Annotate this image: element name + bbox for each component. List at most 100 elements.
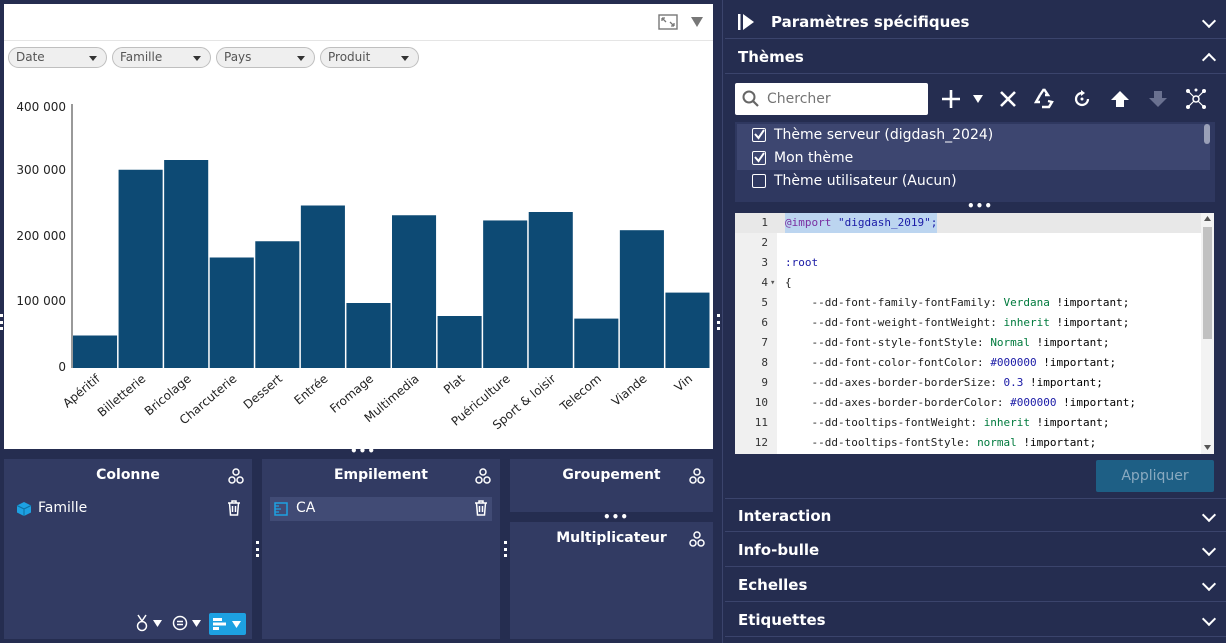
chart-menu-caret-icon[interactable] <box>690 16 704 28</box>
scroll-down-icon[interactable] <box>1204 445 1211 450</box>
line-number: 3 <box>761 256 768 269</box>
section-label: Info-bulle <box>738 541 820 559</box>
filter-produit[interactable]: Produit <box>320 47 419 68</box>
vertical-splitter-handle-right[interactable] <box>717 314 720 330</box>
filter-famille[interactable]: Famille <box>112 47 211 68</box>
apply-button[interactable]: Appliquer <box>1096 460 1214 492</box>
bar-7[interactable] <box>392 215 437 368</box>
recycle-icon[interactable] <box>1033 87 1055 109</box>
horizontal-splitter-handle[interactable]: ••• <box>603 510 630 524</box>
section-etiquettes[interactable]: Etiquettes <box>725 603 1226 637</box>
scroll-up-icon[interactable] <box>1204 216 1211 221</box>
refresh-icon[interactable] <box>1072 89 1092 109</box>
code-text: --dd-axes-border-borderColor: #000000 !i… <box>785 396 1137 409</box>
bar-sort-dropdown[interactable] <box>209 613 246 635</box>
theme-list-scrollbar[interactable] <box>1204 124 1210 144</box>
theme-item-mine[interactable]: Mon thème <box>737 147 1210 170</box>
measure-item-ca[interactable]: CA <box>270 497 492 521</box>
code-line[interactable]: 1 @import "digdash_2019"; <box>735 213 1205 233</box>
vertical-splitter-handle-left[interactable] <box>0 314 3 330</box>
close-icon[interactable] <box>999 90 1017 108</box>
cluster-icon[interactable] <box>689 468 705 484</box>
horizontal-splitter-handle[interactable]: ••• <box>350 444 377 458</box>
bar-13[interactable] <box>665 292 710 368</box>
theme-item-server[interactable]: Thème serveur (digdash_2024) <box>737 124 1210 147</box>
code-line[interactable]: 9 --dd-axes-border-borderSize: 0.3 !impo… <box>735 373 1205 393</box>
bar-3[interactable] <box>209 257 254 369</box>
filter-pays[interactable]: Pays <box>216 47 315 68</box>
code-text: --dd-tooltips-fontStyle: normal !importa… <box>785 436 1097 449</box>
chevron-down-icon[interactable] <box>192 620 201 627</box>
bar-12[interactable] <box>619 230 664 368</box>
checkbox-unchecked[interactable] <box>752 174 766 188</box>
checkbox-checked[interactable] <box>752 128 766 142</box>
x-tick-label: Apéritif <box>60 371 103 410</box>
bar-0[interactable] <box>73 335 118 369</box>
chevron-down-icon <box>232 621 241 628</box>
trash-icon[interactable] <box>474 499 488 517</box>
x-tick-label: Plat <box>441 371 468 396</box>
bar-8[interactable] <box>437 316 482 368</box>
dimension-item-label: Famille <box>38 500 88 516</box>
scrollbar-thumb[interactable] <box>1203 227 1212 339</box>
trash-icon[interactable] <box>227 499 241 517</box>
section-info-bulle[interactable]: Info-bulle <box>725 533 1226 567</box>
bar-9[interactable] <box>483 220 528 368</box>
fold-toggle-icon[interactable]: ▾ <box>770 278 776 288</box>
bar-10[interactable] <box>528 212 573 368</box>
theme-list: Thème serveur (digdash_2024) Mon thème T… <box>735 122 1215 202</box>
code-line[interactable]: 3 :root <box>735 253 1205 273</box>
section-echelles[interactable]: Echelles <box>725 568 1226 602</box>
code-line[interactable]: 4 ▾ { <box>735 273 1205 293</box>
line-number: 4 <box>761 276 768 289</box>
code-line[interactable]: 7 --dd-font-style-fontStyle: Normal !imp… <box>735 333 1205 353</box>
equals-circle-icon[interactable] <box>172 615 188 631</box>
cluster-icon[interactable] <box>475 468 491 484</box>
add-icon[interactable] <box>940 88 962 110</box>
editor-scrollbar[interactable] <box>1201 213 1214 454</box>
fullscreen-icon[interactable] <box>658 14 678 30</box>
theme-item-user[interactable]: Thème utilisateur (Aucun) <box>737 170 1210 193</box>
bar-2[interactable] <box>164 160 209 368</box>
y-tick-label: 300 000 <box>16 163 66 177</box>
network-icon[interactable] <box>1185 88 1207 110</box>
code-line[interactable]: 8 --dd-font-color-fontColor: #000000 !im… <box>735 353 1205 373</box>
code-line[interactable]: 2 <box>735 233 1205 253</box>
dimension-item-famille[interactable]: Famille <box>14 497 246 521</box>
search-input[interactable] <box>767 89 917 109</box>
code-line[interactable]: 11 --dd-tooltips-fontWeight: inherit !im… <box>735 413 1205 433</box>
theme-search-box[interactable] <box>735 83 928 115</box>
cluster-icon[interactable] <box>689 531 705 547</box>
cluster-icon[interactable] <box>228 468 244 484</box>
chevron-down-icon <box>401 56 409 61</box>
arrow-up-icon[interactable] <box>1110 90 1130 108</box>
bar-1[interactable] <box>118 169 163 368</box>
css-code-editor[interactable]: 1 @import "digdash_2019"; 2 3 :root 4 ▾ {5 --dd… <box>735 213 1214 454</box>
x-tick-label: Vin <box>672 372 695 395</box>
cube-icon <box>16 502 32 516</box>
chevron-down-icon[interactable] <box>973 95 983 103</box>
horizontal-splitter-handle[interactable]: ••• <box>967 199 994 213</box>
code-line[interactable]: 6 --dd-font-weight-fontWeight: inherit !… <box>735 313 1205 333</box>
vertical-splitter-handle[interactable] <box>504 541 507 557</box>
bar-5[interactable] <box>300 205 345 369</box>
medal-icon[interactable] <box>135 614 149 632</box>
vertical-splitter-handle[interactable] <box>256 541 259 557</box>
code-line[interactable]: 10 --dd-axes-border-borderColor: #000000… <box>735 393 1205 413</box>
bar-11[interactable] <box>574 318 619 368</box>
code-line[interactable]: 5 --dd-font-family-fontFamily: Verdana !… <box>735 293 1205 313</box>
code-text: --dd-axes-border-borderSize: 0.3 !import… <box>785 376 1103 389</box>
section-themes[interactable]: Thèmes <box>725 40 1226 74</box>
bar-4[interactable] <box>255 241 300 368</box>
checkbox-checked[interactable] <box>752 151 766 165</box>
section-specific-params[interactable]: Paramètres spécifiques <box>725 5 1226 39</box>
chevron-down-icon[interactable] <box>153 620 162 627</box>
section-interaction[interactable]: Interaction <box>725 498 1226 532</box>
code-text: --dd-font-family-fontFamily: Verdana !im… <box>785 296 1130 309</box>
right-panel-border <box>722 0 723 643</box>
filter-date[interactable]: Date <box>8 47 107 68</box>
code-line[interactable]: 12 --dd-tooltips-fontStyle: normal !impo… <box>735 433 1205 453</box>
bar-6[interactable] <box>346 303 391 368</box>
code-text: :root <box>785 256 819 269</box>
code-text: @import "digdash_2019"; <box>785 213 938 233</box>
